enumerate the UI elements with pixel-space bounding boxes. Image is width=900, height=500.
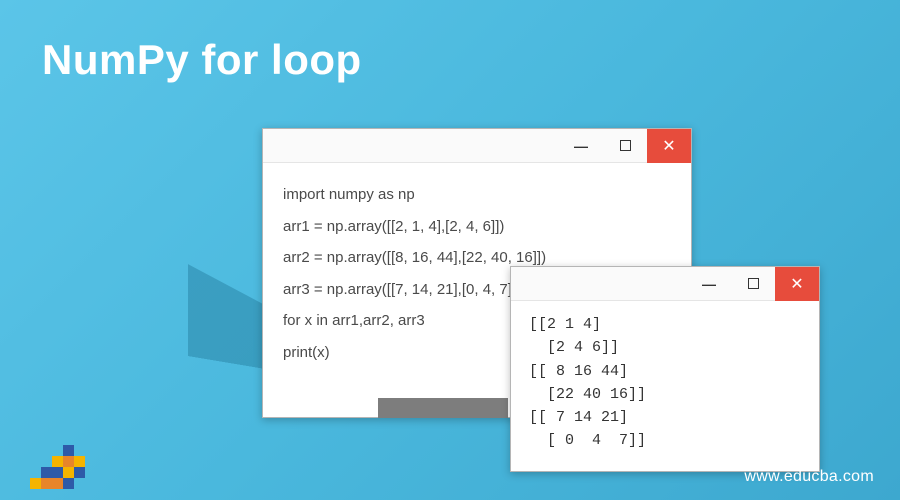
close-button[interactable]: ✕ [647, 129, 691, 163]
close-button[interactable]: ✕ [775, 267, 819, 301]
maximize-button[interactable] [731, 267, 775, 301]
close-icon: ✕ [790, 274, 803, 294]
code-window-titlebar: — ✕ [263, 129, 691, 163]
output-window: — ✕ [[2 1 4] [2 4 6]] [[ 8 16 44] [22 40… [510, 266, 820, 472]
cube-cell [52, 467, 63, 478]
cube-cell [30, 478, 41, 489]
footer-url: www.educba.com [744, 468, 874, 486]
brand-cube-logo [30, 434, 84, 488]
page-title: NumPy for loop [42, 36, 362, 84]
decorative-strip [378, 398, 508, 418]
cube-cell [52, 478, 63, 489]
maximize-icon [748, 278, 759, 289]
cube-cell [63, 445, 74, 456]
output-window-body: [[2 1 4] [2 4 6]] [[ 8 16 44] [22 40 16]… [511, 301, 819, 465]
code-line: arr1 = np.array([[2, 1, 4],[2, 4, 6]]) [283, 211, 671, 243]
minimize-button[interactable]: — [687, 267, 731, 301]
output-window-titlebar: — ✕ [511, 267, 819, 301]
cube-cell [41, 478, 52, 489]
cube-cell [63, 467, 74, 478]
maximize-button[interactable] [603, 129, 647, 163]
minimize-button[interactable]: — [559, 129, 603, 163]
close-icon: ✕ [662, 136, 675, 156]
cube-cell [63, 478, 74, 489]
maximize-icon [620, 140, 631, 151]
cube-cell [74, 456, 85, 467]
cube-cell [63, 456, 74, 467]
cube-cell [74, 467, 85, 478]
code-line: import numpy as np [283, 179, 671, 211]
cube-cell [41, 467, 52, 478]
cube-cell [52, 456, 63, 467]
